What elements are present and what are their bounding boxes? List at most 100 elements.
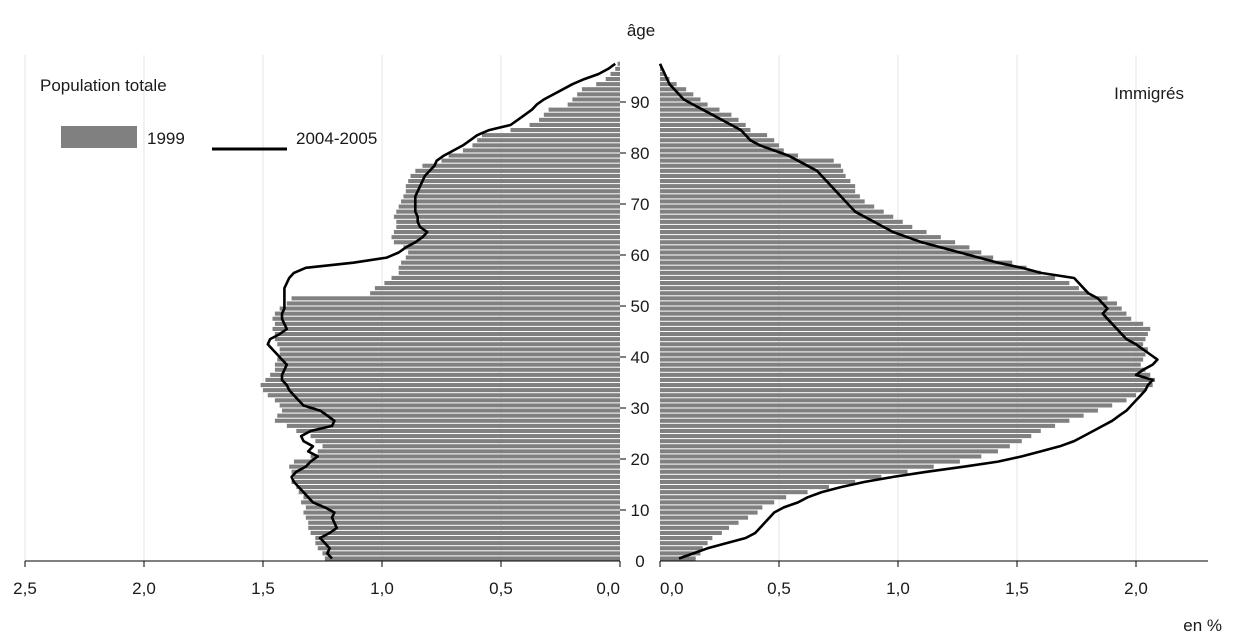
bar-left-age-11 (301, 500, 620, 505)
bar-right-age-72 (660, 189, 856, 194)
bar-left-age-76 (415, 168, 620, 173)
age-tick-label: 80 (631, 144, 650, 163)
bar-left-age-5 (310, 530, 620, 535)
bar-left-age-16 (293, 474, 620, 479)
bar-left-age-69 (398, 204, 620, 209)
bar-right-age-2 (660, 546, 703, 551)
bar-right-age-69 (660, 204, 875, 209)
legend-swatch-1999 (61, 126, 137, 148)
x-tick-label-left: 0,0 (596, 579, 620, 598)
bar-left-age-32 (267, 393, 620, 398)
bar-right-age-14 (660, 485, 829, 490)
bar-left-age-14 (296, 485, 620, 490)
bar-right-age-83 (660, 133, 768, 138)
age-tick-label: 30 (631, 399, 650, 418)
bar-right-age-13 (660, 490, 808, 495)
bar-left-age-39 (277, 357, 620, 362)
bar-left-age-96 (615, 66, 620, 71)
bar-left-age-97 (617, 61, 620, 66)
bar-right-age-12 (660, 495, 787, 500)
bar-left-age-7 (308, 520, 620, 525)
bar-right-age-80 (660, 148, 784, 153)
age-tick-label: 0 (635, 552, 644, 571)
bar-left-age-66 (396, 219, 620, 224)
legend-label-2004-2005: 2004-2005 (296, 129, 377, 148)
x-tick-label-right: 1,0 (886, 579, 910, 598)
bar-right-age-45 (660, 326, 1151, 331)
bar-left-age-73 (405, 184, 620, 189)
panel-title-left: Population totale (40, 76, 167, 95)
bar-right-age-68 (660, 209, 884, 214)
bar-right-age-88 (660, 107, 720, 112)
x-tick-label-left: 2,0 (132, 579, 156, 598)
bar-right-age-86 (660, 117, 739, 122)
x-tick-label-left: 1,5 (251, 579, 275, 598)
bar-left-age-45 (272, 326, 620, 331)
bar-left-age-35 (265, 377, 620, 382)
bar-right-age-48 (660, 311, 1127, 316)
bar-left-age-21 (317, 449, 620, 454)
bar-left-age-67 (393, 214, 620, 219)
bar-right-age-8 (660, 515, 749, 520)
bar-left-age-24 (310, 434, 620, 439)
tick-labels: 0,00,00,50,51,01,01,51,52,02,02,52,50102… (13, 93, 1148, 598)
bar-right-age-44 (660, 332, 1148, 337)
bar-left-age-87 (543, 112, 620, 117)
bar-right-age-82 (660, 138, 775, 143)
bar-left-age-86 (539, 117, 620, 122)
bar-right-age-24 (660, 434, 1032, 439)
bar-left-age-55 (391, 275, 620, 280)
line-left-2004-2005 (266, 62, 616, 560)
bar-left-age-0 (324, 556, 620, 561)
bar-right-age-15 (660, 479, 856, 484)
bar-right-age-78 (660, 158, 834, 163)
bar-left-age-3 (315, 541, 620, 546)
x-tick-label-right: 1,5 (1005, 579, 1029, 598)
bar-right-age-61 (660, 245, 970, 250)
bar-left-age-47 (272, 316, 620, 321)
bar-right-age-18 (660, 464, 934, 469)
bar-left-age-26 (286, 423, 620, 428)
bar-right-age-55 (660, 275, 1056, 280)
bar-left-age-72 (405, 189, 620, 194)
bar-left-age-53 (374, 286, 620, 291)
bar-right-age-5 (660, 530, 722, 535)
bar-right-age-7 (660, 520, 739, 525)
bar-left-age-37 (274, 367, 620, 372)
bar-right-age-71 (660, 194, 860, 199)
x-tick-label-left: 1,0 (370, 579, 394, 598)
y-axis-title: âge (627, 21, 655, 40)
bar-left-age-44 (274, 332, 620, 337)
bar-left-age-48 (274, 311, 620, 316)
bar-right-age-27 (660, 418, 1070, 423)
bar-right-age-66 (660, 219, 903, 224)
x-tick-label-right: 0,0 (660, 579, 684, 598)
bar-left-age-50 (286, 301, 620, 306)
bar-left-age-77 (422, 163, 620, 168)
bar-left-age-30 (279, 403, 620, 408)
bar-right-age-85 (660, 122, 746, 127)
bar-left-age-74 (408, 179, 620, 184)
bar-right-age-90 (660, 97, 701, 102)
bar-left-age-85 (529, 122, 620, 127)
bar-right-age-36 (660, 372, 1151, 377)
bar-left-age-46 (274, 321, 620, 326)
bar-right-age-65 (660, 224, 913, 229)
age-tick-label: 50 (631, 297, 650, 316)
bar-left-age-18 (289, 464, 620, 469)
bar-left-age-19 (293, 459, 620, 464)
bar-left-age-40 (279, 352, 620, 357)
bar-right-age-33 (660, 388, 1146, 393)
bar-right-age-56 (660, 270, 1041, 275)
bar-right-age-25 (660, 428, 1041, 433)
bar-right-age-84 (660, 128, 751, 133)
x-tick-label-left: 0,5 (489, 579, 513, 598)
age-tick-label: 70 (631, 195, 650, 214)
bar-left-age-10 (305, 505, 620, 510)
bar-right-age-94 (660, 77, 670, 82)
bar-right-age-95 (660, 71, 665, 76)
bar-left-age-71 (403, 194, 620, 199)
bar-left-age-41 (279, 347, 620, 352)
bar-right-age-20 (660, 454, 982, 459)
bar-left-age-58 (401, 260, 620, 265)
